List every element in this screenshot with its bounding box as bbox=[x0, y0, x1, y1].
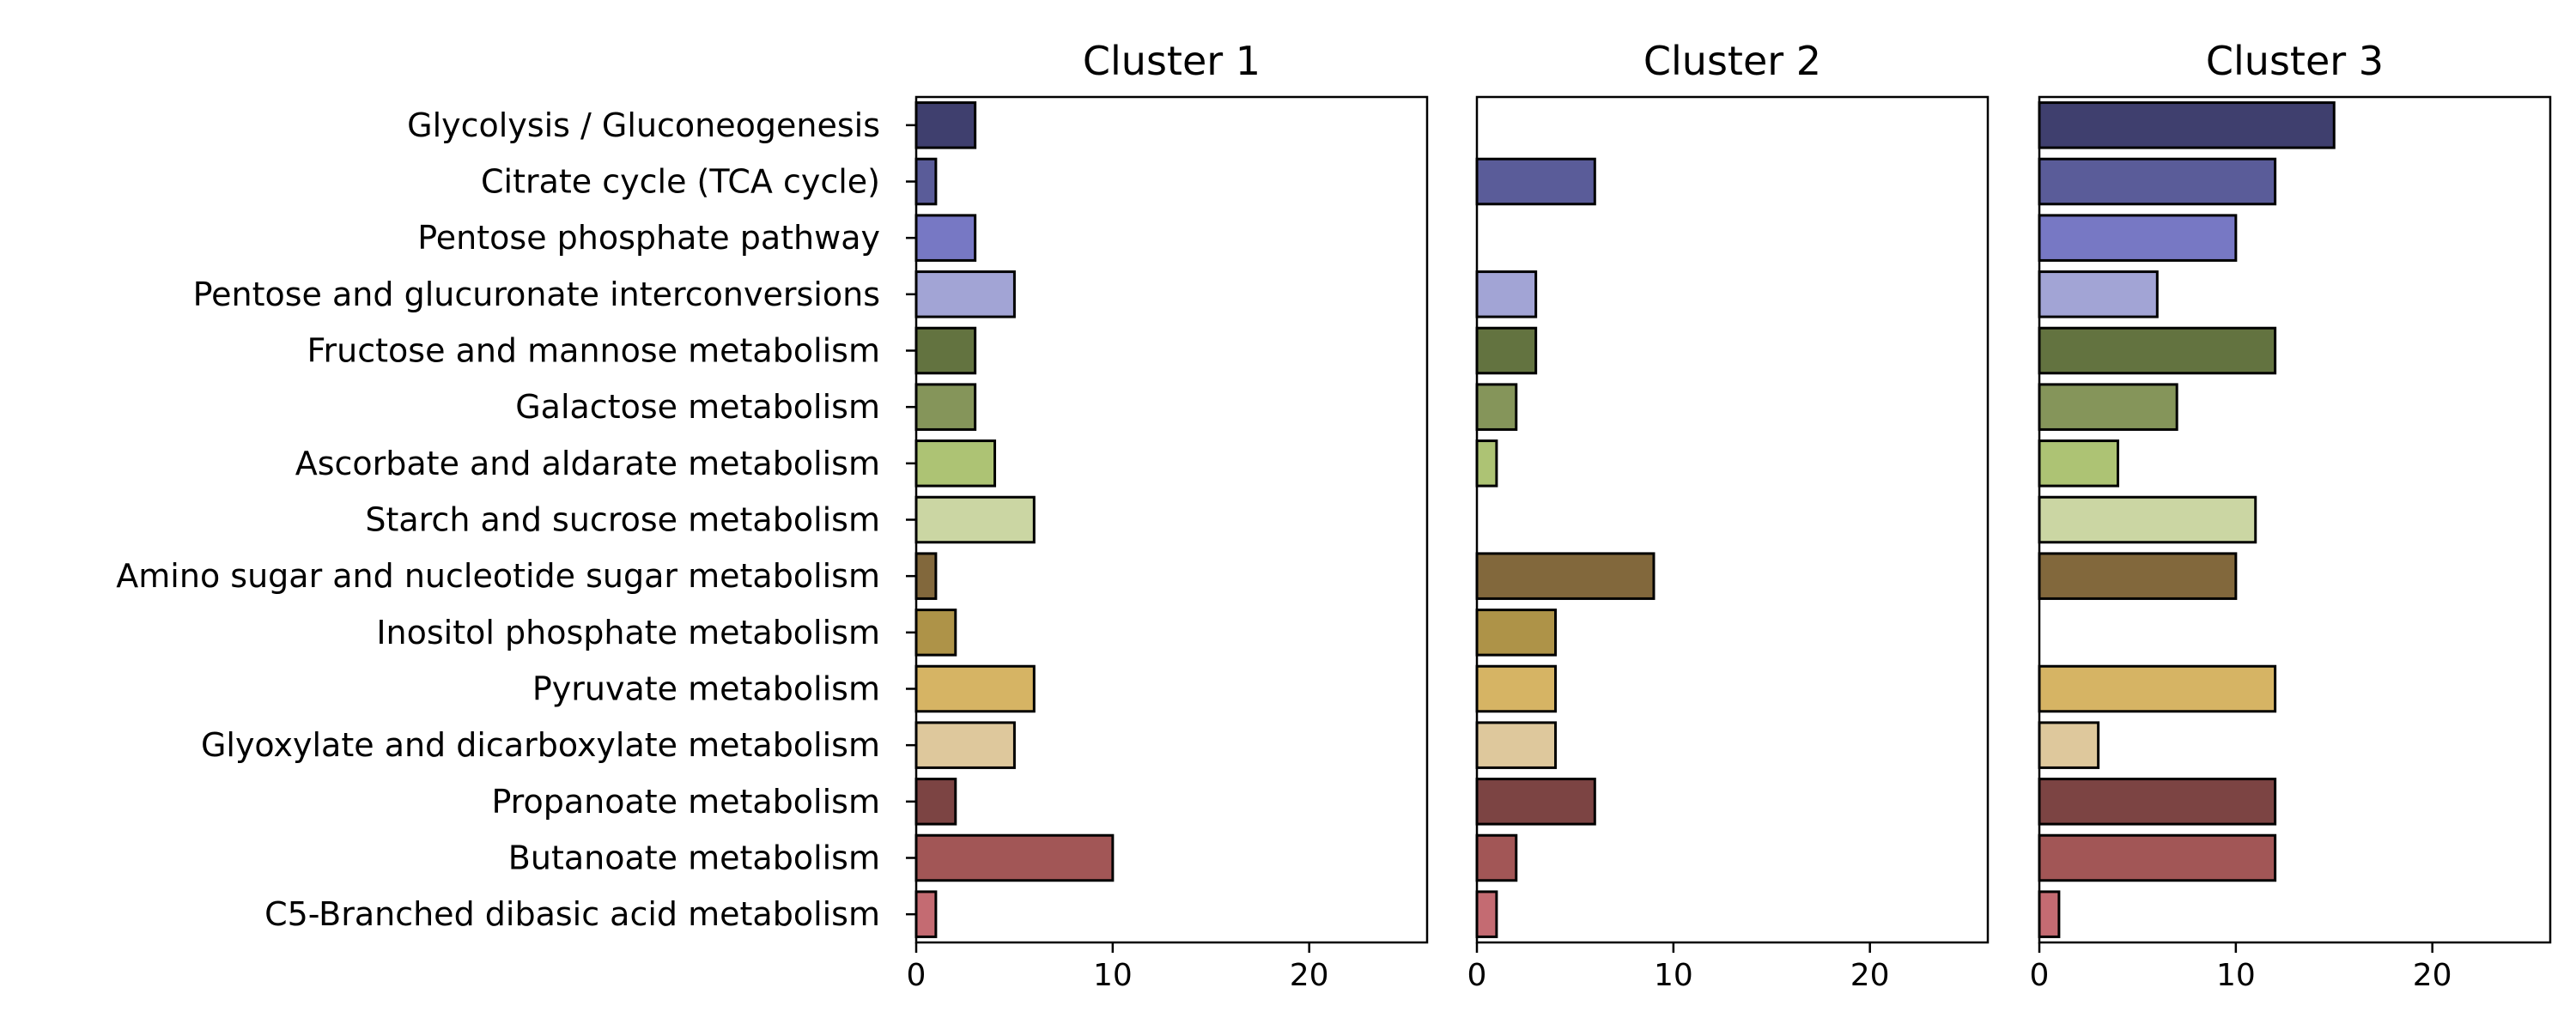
x-tick-label-cluster-2-0: 0 bbox=[1467, 958, 1487, 993]
category-label-starch-and-sucrose-metabolism: Starch and sucrose metabolism bbox=[365, 501, 880, 539]
category-label-inositol-phosphate-metabolism: Inositol phosphate metabolism bbox=[376, 614, 880, 651]
category-label-pentose-and-glucuronate-interconversions: Pentose and glucuronate interconversions bbox=[193, 276, 880, 313]
category-label-ascorbate-and-aldarate-metabolism: Ascorbate and aldarate metabolism bbox=[295, 445, 880, 482]
x-tick-label-cluster-2-10: 10 bbox=[1654, 958, 1693, 993]
bar-cluster-1-propanoate-metabolism bbox=[914, 778, 957, 826]
category-label-pentose-phosphate-pathway: Pentose phosphate pathway bbox=[417, 219, 880, 257]
bar-cluster-3-butanoate-metabolism bbox=[2038, 833, 2277, 882]
bar-cluster-3-glyoxylate-and-dicarboxylate-metabolism bbox=[2038, 721, 2100, 769]
bar-cluster-1-citrate-cycle-tca-cycle bbox=[914, 157, 938, 206]
bar-cluster-1-starch-and-sucrose-metabolism bbox=[914, 495, 1036, 544]
bar-cluster-3-fructose-and-mannose-metabolism bbox=[2038, 326, 2277, 375]
bar-cluster-2-ascorbate-and-aldarate-metabolism bbox=[1475, 439, 1498, 488]
category-label-c5-branched-dibasic-acid-metabolism: C5-Branched dibasic acid metabolism bbox=[264, 895, 880, 933]
category-label-citrate-cycle-tca-cycle: Citrate cycle (TCA cycle) bbox=[481, 163, 880, 201]
x-tick-label-cluster-3-10: 10 bbox=[2216, 958, 2256, 993]
bar-cluster-1-c5-branched-dibasic-acid-metabolism bbox=[914, 890, 938, 938]
bar-cluster-3-amino-sugar-and-nucleotide-sugar-metabolism bbox=[2038, 552, 2238, 600]
bar-cluster-2-amino-sugar-and-nucleotide-sugar-metabolism bbox=[1475, 552, 1656, 600]
bar-cluster-1-glyoxylate-and-dicarboxylate-metabolism bbox=[914, 721, 1016, 769]
panel-frame-cluster-3 bbox=[2038, 95, 2552, 944]
bar-cluster-1-pentose-and-glucuronate-interconversions bbox=[914, 270, 1016, 318]
bar-cluster-3-c5-branched-dibasic-acid-metabolism bbox=[2038, 890, 2061, 938]
bar-cluster-1-amino-sugar-and-nucleotide-sugar-metabolism bbox=[914, 552, 938, 600]
category-label-fructose-and-mannose-metabolism: Fructose and mannose metabolism bbox=[307, 332, 880, 370]
bar-cluster-3-starch-and-sucrose-metabolism bbox=[2038, 495, 2257, 544]
bar-cluster-1-pyruvate-metabolism bbox=[914, 664, 1036, 713]
bar-cluster-3-pentose-phosphate-pathway bbox=[2038, 214, 2238, 262]
category-label-butanoate-metabolism: Butanoate metabolism bbox=[508, 839, 880, 877]
bar-cluster-2-c5-branched-dibasic-acid-metabolism bbox=[1475, 890, 1498, 938]
bar-cluster-2-galactose-metabolism bbox=[1475, 383, 1518, 431]
bar-cluster-3-pyruvate-metabolism bbox=[2038, 664, 2277, 713]
category-label-propanoate-metabolism: Propanoate metabolism bbox=[491, 783, 880, 821]
bar-cluster-1-galactose-metabolism bbox=[914, 383, 977, 431]
bar-cluster-3-pentose-and-glucuronate-interconversions bbox=[2038, 270, 2159, 318]
bar-cluster-1-pentose-phosphate-pathway bbox=[914, 214, 977, 262]
x-tick-label-cluster-3-20: 20 bbox=[2413, 958, 2452, 993]
category-label-glyoxylate-and-dicarboxylate-metabolism: Glyoxylate and dicarboxylate metabolism bbox=[201, 726, 880, 764]
panel-frame-cluster-2 bbox=[1475, 95, 1990, 944]
panel-frame-cluster-1 bbox=[914, 95, 1429, 944]
x-tick-label-cluster-1-20: 20 bbox=[1290, 958, 1329, 993]
x-tick-label-cluster-3-0: 0 bbox=[2030, 958, 2050, 993]
panel-title-cluster-1: Cluster 1 bbox=[1083, 38, 1261, 84]
bar-cluster-3-propanoate-metabolism bbox=[2038, 778, 2277, 826]
bar-cluster-1-butanoate-metabolism bbox=[914, 833, 1115, 882]
bar-cluster-2-pyruvate-metabolism bbox=[1475, 664, 1558, 713]
bar-cluster-3-glycolysis-gluconeogenesis bbox=[2038, 101, 2336, 149]
category-label-glycolysis-gluconeogenesis: Glycolysis / Gluconeogenesis bbox=[407, 106, 880, 144]
bar-cluster-1-ascorbate-and-aldarate-metabolism bbox=[914, 439, 997, 488]
bar-cluster-2-glyoxylate-and-dicarboxylate-metabolism bbox=[1475, 721, 1558, 769]
bar-cluster-1-fructose-and-mannose-metabolism bbox=[914, 326, 977, 375]
category-label-amino-sugar-and-nucleotide-sugar-metabolism: Amino sugar and nucleotide sugar metabol… bbox=[116, 557, 880, 595]
category-label-galactose-metabolism: Galactose metabolism bbox=[515, 388, 880, 426]
bar-cluster-1-inositol-phosphate-metabolism bbox=[914, 609, 957, 657]
bar-cluster-2-butanoate-metabolism bbox=[1475, 833, 1518, 882]
bar-cluster-2-propanoate-metabolism bbox=[1475, 778, 1596, 826]
x-tick-label-cluster-1-0: 0 bbox=[907, 958, 927, 993]
category-label-pyruvate-metabolism: Pyruvate metabolism bbox=[532, 670, 880, 708]
bar-cluster-2-inositol-phosphate-metabolism bbox=[1475, 609, 1558, 657]
x-tick-label-cluster-1-10: 10 bbox=[1093, 958, 1133, 993]
bar-cluster-3-galactose-metabolism bbox=[2038, 383, 2178, 431]
panel-title-cluster-3: Cluster 3 bbox=[2206, 38, 2384, 84]
bar-cluster-3-citrate-cycle-tca-cycle bbox=[2038, 157, 2277, 206]
bar-cluster-2-pentose-and-glucuronate-interconversions bbox=[1475, 270, 1538, 318]
bar-cluster-1-glycolysis-gluconeogenesis bbox=[914, 101, 977, 149]
panel-title-cluster-2: Cluster 2 bbox=[1643, 38, 1821, 84]
bar-cluster-3-ascorbate-and-aldarate-metabolism bbox=[2038, 439, 2120, 488]
x-tick-label-cluster-2-20: 20 bbox=[1850, 958, 1890, 993]
bar-cluster-2-citrate-cycle-tca-cycle bbox=[1475, 157, 1596, 206]
bar-cluster-2-fructose-and-mannose-metabolism bbox=[1475, 326, 1538, 375]
